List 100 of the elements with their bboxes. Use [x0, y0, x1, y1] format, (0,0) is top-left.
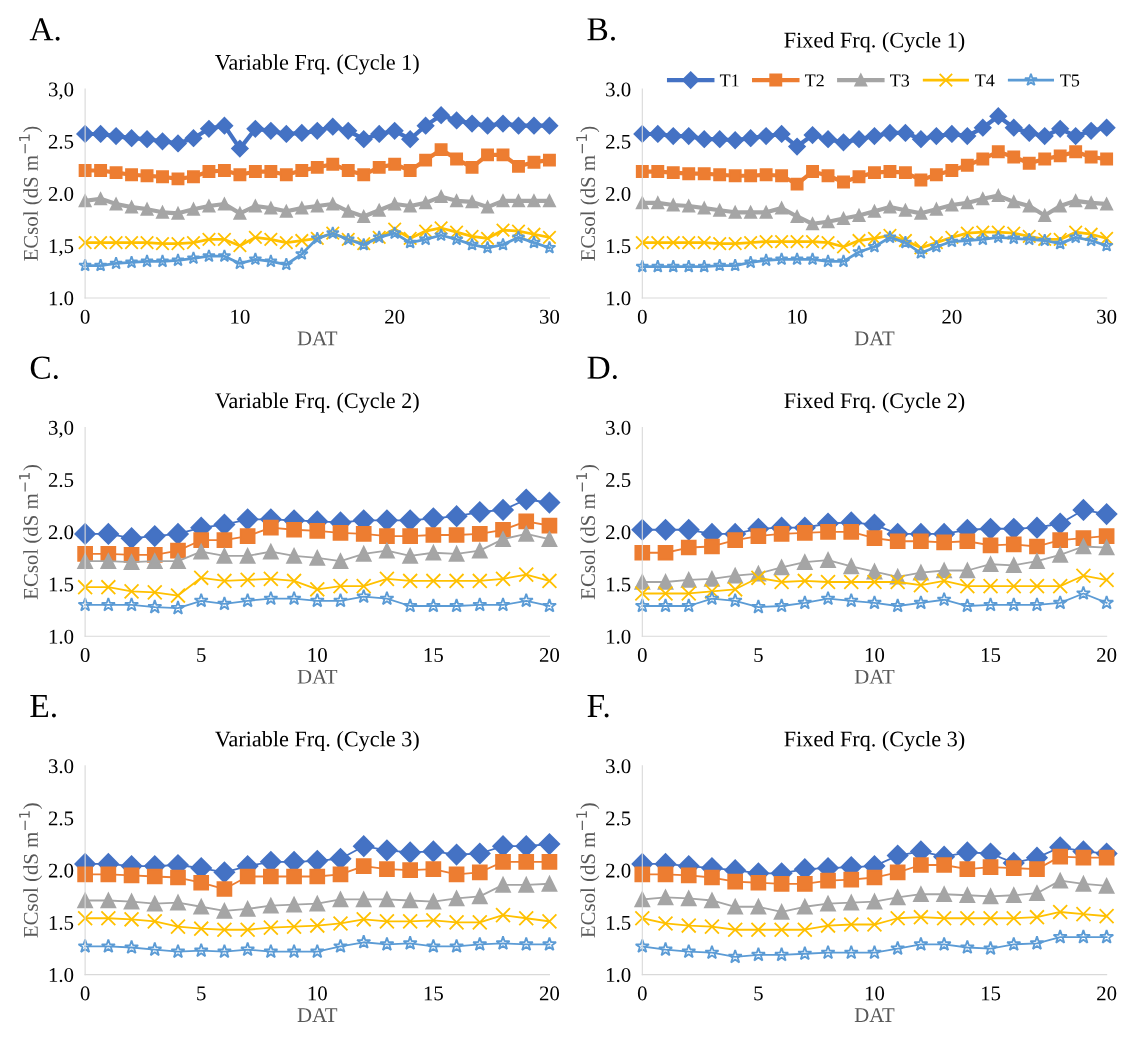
point	[704, 944, 720, 960]
point	[982, 859, 999, 875]
point	[806, 165, 820, 179]
point	[356, 934, 372, 949]
point	[890, 940, 906, 956]
point	[147, 599, 163, 614]
y-tick-label: 3,0	[48, 420, 74, 438]
point	[960, 233, 975, 247]
point	[634, 544, 651, 561]
x-axis-title: DAT	[297, 331, 338, 346]
point	[200, 120, 218, 138]
point	[402, 573, 418, 589]
point	[1029, 885, 1045, 902]
point	[634, 598, 650, 613]
point	[634, 938, 650, 953]
point	[402, 913, 418, 930]
point	[541, 875, 558, 892]
point	[240, 592, 256, 608]
point	[448, 573, 465, 589]
point	[147, 941, 163, 957]
point	[279, 204, 293, 218]
point	[727, 898, 744, 915]
point	[936, 910, 952, 927]
point	[959, 562, 976, 579]
point	[356, 588, 372, 604]
point	[788, 137, 806, 156]
point	[100, 579, 117, 596]
point	[518, 936, 534, 951]
y-tick-label: 2.5	[48, 811, 74, 826]
point	[697, 201, 711, 215]
point	[277, 125, 296, 143]
point	[286, 521, 302, 538]
point	[239, 572, 256, 588]
point	[1005, 910, 1022, 927]
point	[294, 246, 309, 261]
point	[1029, 935, 1045, 950]
chart-title: Variable Frq. (Cycle 1)	[215, 54, 419, 75]
point	[680, 585, 697, 602]
point	[728, 205, 742, 219]
point	[332, 866, 349, 883]
x-tick-label: 10	[865, 648, 885, 663]
y-axis-title: ECsol (dS m$^{−1}$)	[576, 803, 600, 938]
point	[837, 212, 850, 226]
point	[821, 169, 835, 183]
point	[650, 259, 665, 273]
point	[852, 244, 866, 258]
point	[293, 124, 311, 142]
point	[710, 130, 729, 148]
point	[310, 199, 324, 213]
point	[1095, 503, 1118, 525]
point	[1068, 230, 1083, 244]
point	[518, 854, 535, 870]
point	[927, 127, 946, 145]
x-tick-label: 0	[637, 986, 647, 1001]
point	[309, 895, 326, 912]
point	[471, 573, 488, 589]
point	[682, 167, 696, 181]
point	[631, 519, 654, 541]
point	[889, 864, 906, 881]
point	[248, 252, 263, 266]
y-tick-label: 1.5	[49, 915, 74, 930]
point	[123, 911, 140, 928]
point	[217, 249, 232, 263]
point	[1006, 597, 1022, 612]
point	[666, 166, 680, 180]
point	[843, 916, 860, 933]
point	[471, 864, 488, 881]
x-tick-label: 10	[308, 648, 327, 663]
point	[329, 847, 352, 870]
point	[332, 592, 349, 608]
point	[496, 237, 510, 251]
point	[286, 548, 302, 564]
point	[450, 194, 464, 208]
point	[445, 843, 468, 866]
point	[123, 867, 140, 884]
point	[100, 938, 116, 953]
point	[1006, 936, 1022, 951]
point	[960, 196, 974, 210]
x-tick-label: 5	[197, 648, 206, 663]
point	[155, 254, 170, 268]
y-axis-title: ECsol (dS m$^{−1}$)	[576, 126, 600, 261]
point	[465, 237, 479, 251]
y-tick-label: 2.0	[606, 186, 631, 202]
point	[1075, 567, 1092, 584]
y-tick-label: 1.0	[49, 291, 74, 306]
y-tick-label: 1.5	[606, 577, 631, 592]
point	[796, 875, 813, 892]
point	[1026, 516, 1048, 539]
point	[759, 253, 773, 267]
point	[140, 254, 154, 268]
point	[187, 202, 200, 216]
point	[264, 254, 278, 268]
point	[286, 943, 302, 959]
point	[936, 534, 952, 551]
point	[1007, 195, 1021, 209]
point	[379, 936, 395, 951]
point	[773, 921, 790, 938]
point	[1005, 557, 1022, 574]
point	[1029, 597, 1045, 612]
point	[355, 578, 372, 595]
